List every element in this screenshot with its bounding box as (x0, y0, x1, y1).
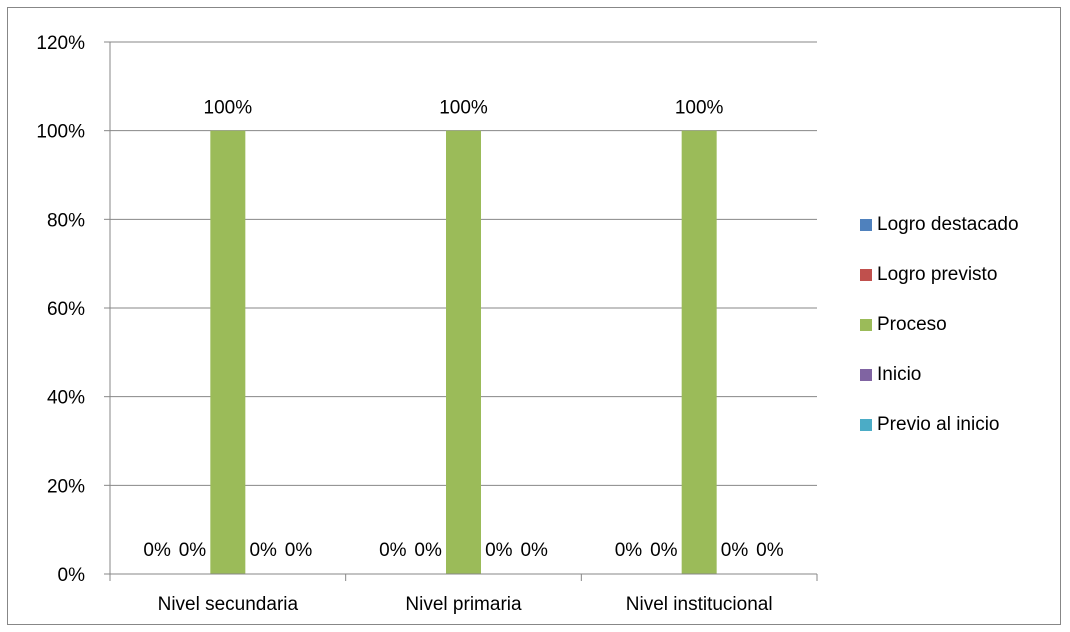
chart-frame (7, 7, 1061, 625)
data-label: 0% (615, 540, 643, 561)
legend-item: Previo al inicio (860, 413, 1000, 437)
bars (210, 130, 717, 574)
data-label: 100% (675, 98, 724, 119)
data-label: 0% (414, 540, 442, 561)
data-label: 0% (249, 540, 277, 561)
y-tick-label: 80% (47, 210, 85, 231)
legend-label: Logro destacado (877, 214, 1019, 235)
data-label: 0% (721, 540, 749, 561)
data-label: 100% (204, 98, 253, 119)
data-label: 0% (520, 540, 548, 561)
legend-label: Proceso (877, 314, 947, 335)
labels: 0% 20% 40% 60% 80% 100% 120% Nivel secundaria 0%… (36, 33, 783, 615)
legend-item: Logro previsto (860, 263, 997, 287)
data-label: 0% (179, 540, 207, 561)
bar-proceso (210, 130, 246, 574)
y-tick-label: 100% (36, 122, 85, 143)
axes (104, 41, 818, 581)
data-label: 100% (439, 98, 488, 119)
data-label: 0% (379, 540, 407, 561)
legend-label: Previo al inicio (877, 414, 1000, 435)
y-tick-label: 20% (47, 476, 85, 497)
x-tick-label: Nivel secundaria (158, 594, 299, 615)
legend-swatch (860, 419, 872, 431)
y-tick-label: 40% (47, 388, 85, 409)
y-tick-label: 120% (36, 33, 85, 54)
bar-proceso (446, 130, 481, 574)
legend-item: Proceso (860, 313, 947, 337)
x-tick-label: Nivel institucional (626, 594, 773, 615)
legend-label: Logro previsto (877, 264, 998, 285)
legend-item: Logro destacado (860, 213, 1019, 237)
legend-label: Inicio (877, 364, 922, 385)
data-label: 0% (485, 540, 513, 561)
legend-swatch (860, 319, 872, 331)
y-tick-label: 0% (58, 565, 86, 586)
legend-item: Inicio (860, 363, 921, 387)
data-label: 0% (756, 540, 784, 561)
legend-swatch (860, 269, 872, 281)
legend-swatch (860, 219, 872, 231)
legend-swatch (860, 369, 872, 381)
x-tick-label: Nivel primaria (405, 594, 522, 615)
bar-proceso (681, 130, 717, 574)
data-label: 0% (143, 540, 171, 561)
y-tick-label: 60% (47, 299, 85, 320)
data-label: 0% (650, 540, 678, 561)
data-label: 0% (285, 540, 313, 561)
